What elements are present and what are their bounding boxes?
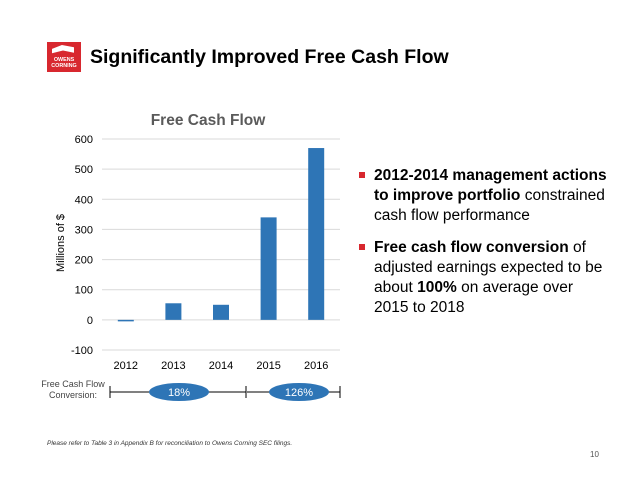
bar-2014 xyxy=(213,304,229,320)
footnote: Please refer to Table 3 in Appendix B fo… xyxy=(47,440,293,447)
page-title: Significantly Improved Free Cash Flow xyxy=(90,46,449,68)
conversion-label-line2: Conversion: xyxy=(48,390,98,400)
bullet2-pct: 100% xyxy=(417,279,457,296)
y-tick-label: 0 xyxy=(87,315,93,327)
conversion-badge-2015-2016 xyxy=(269,383,329,401)
conversion-bracket: 18% 126% xyxy=(109,383,341,401)
x-tick-label: 2012 xyxy=(114,360,138,372)
bullet-item-conversion: Free cash flow conversion of adjusted ea… xyxy=(359,238,609,318)
bullet1-text: constrained cash flow performance xyxy=(374,187,605,224)
bullet-item-portfolio: 2012-2014 management actions to improve … xyxy=(359,166,609,226)
page-number: 10 xyxy=(590,450,599,459)
bullet-square-icon xyxy=(359,172,365,178)
x-tick-label: 2016 xyxy=(304,360,328,372)
flag-icon xyxy=(52,45,74,54)
conversion-label: Free Cash Flow Conversion: xyxy=(38,379,108,401)
bar-2015 xyxy=(260,217,277,320)
conversion-label-line1: Free Cash Flow xyxy=(41,379,105,389)
y-tick-label: 100 xyxy=(75,285,93,297)
conversion-badge-2012-2014 xyxy=(149,383,209,401)
logo-text-line2: CORNING xyxy=(51,63,77,69)
y-tick-label: 300 xyxy=(75,224,93,236)
y-tick-label: 400 xyxy=(75,194,93,206)
chart-title: Free Cash Flow xyxy=(151,112,266,129)
bar-2012 xyxy=(117,319,134,322)
conversion-badge-text-2: 126% xyxy=(285,387,313,399)
y-tick-label: -100 xyxy=(71,345,93,357)
bullet1-bold: 2012-2014 management actions to improve … xyxy=(374,167,607,204)
bullet-square-icon xyxy=(359,244,365,250)
bar-2016 xyxy=(308,148,325,320)
x-tick-label: 2015 xyxy=(256,360,280,372)
owens-corning-logo: OWENS CORNING xyxy=(47,42,81,72)
bullet2-text-b: on average over 2015 to 2018 xyxy=(374,279,574,316)
bullet2-text-a: of adjusted earnings expected to be abou… xyxy=(374,239,603,296)
logo-text-line1: OWENS xyxy=(53,57,75,63)
bullet2-bold: Free cash flow conversion xyxy=(374,239,569,256)
x-tick-label: 2014 xyxy=(209,360,233,372)
x-tick-label: 2013 xyxy=(161,360,185,372)
y-tick-label: 200 xyxy=(75,255,93,267)
y-axis-label: Millions of $ xyxy=(55,214,67,272)
bar-2013 xyxy=(165,303,182,320)
conversion-badge-text-1: 18% xyxy=(168,387,190,399)
y-tick-label: 500 xyxy=(75,164,93,176)
y-tick-label: 600 xyxy=(75,134,93,146)
bullet-list: 2012-2014 management actions to improve … xyxy=(359,166,609,330)
